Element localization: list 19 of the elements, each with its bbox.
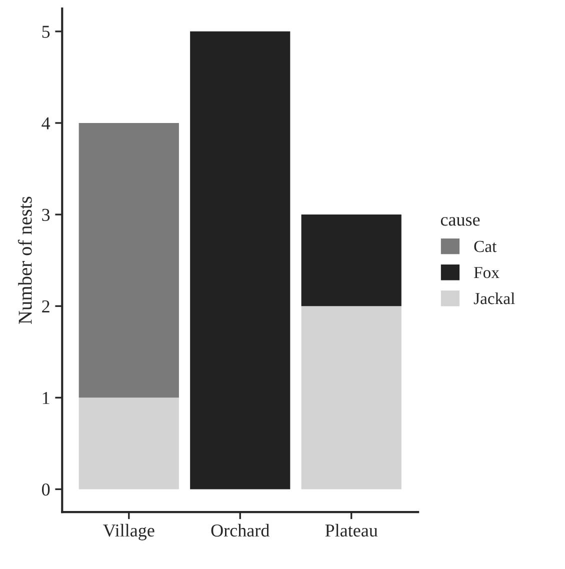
legend-label: Jackal bbox=[474, 292, 515, 304]
legend-label: Cat bbox=[474, 240, 497, 252]
y-tick-label: 2 bbox=[42, 300, 50, 312]
x-tick-label: Village bbox=[103, 524, 154, 540]
x-tick-label: Plateau bbox=[325, 524, 378, 537]
bar bbox=[78, 398, 179, 490]
legend-label: Fox bbox=[474, 267, 500, 278]
y-tick-label: 4 bbox=[42, 117, 50, 130]
y-tick-label: 0 bbox=[42, 483, 50, 496]
x-tick-label: Orchard bbox=[211, 524, 270, 537]
y-axis-title: Number of nests bbox=[18, 196, 32, 324]
bar bbox=[301, 214, 402, 306]
bar bbox=[301, 306, 402, 490]
y-tick-label: 1 bbox=[42, 392, 50, 404]
bar bbox=[190, 31, 290, 490]
y-tick-label: 3 bbox=[42, 208, 50, 221]
legend-title: cause bbox=[440, 217, 480, 226]
bar bbox=[78, 122, 179, 398]
y-tick-label: 5 bbox=[42, 26, 50, 38]
